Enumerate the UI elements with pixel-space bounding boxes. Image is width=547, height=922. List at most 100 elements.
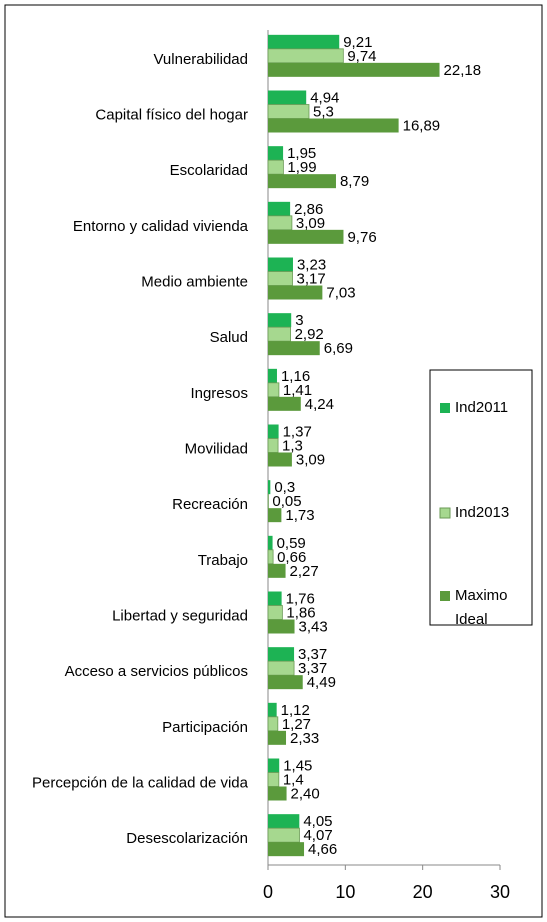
data-label: 1,16 xyxy=(281,368,310,385)
y-tick-label: Ingresos xyxy=(190,385,248,402)
data-label: 3,17 xyxy=(297,270,326,287)
bar xyxy=(267,605,283,620)
y-tick-label: Percepción de la calidad de vida xyxy=(32,774,249,791)
bar xyxy=(268,174,336,189)
data-label: 1,76 xyxy=(286,590,315,607)
data-label: 2,33 xyxy=(290,730,319,747)
data-label: 3 xyxy=(295,312,303,329)
bar xyxy=(268,647,295,662)
y-tick-label: Libertad y seguridad xyxy=(112,607,248,624)
data-label: 1,99 xyxy=(287,159,316,176)
y-tick-label: Salud xyxy=(210,329,248,346)
bar xyxy=(267,215,293,231)
data-label: 16,89 xyxy=(403,117,441,134)
bar xyxy=(267,827,300,843)
legend-label: Ind2013 xyxy=(455,504,509,521)
bar xyxy=(268,675,303,690)
data-label: 4,94 xyxy=(310,89,339,106)
bar xyxy=(268,229,344,244)
bar xyxy=(268,591,282,606)
x-tick-label: 0 xyxy=(263,882,273,902)
data-label: 0,3 xyxy=(274,479,295,496)
bar xyxy=(267,660,295,676)
bar xyxy=(268,508,282,523)
data-label: 9,21 xyxy=(343,34,372,51)
y-tick-label: Escolaridad xyxy=(170,162,248,179)
data-label: 4,07 xyxy=(303,827,332,844)
legend-swatch xyxy=(440,403,450,413)
bar xyxy=(268,146,284,161)
bar xyxy=(267,104,310,119)
data-label: 4,24 xyxy=(305,396,334,413)
y-tick-label: Participación xyxy=(162,719,248,736)
data-label: 1,27 xyxy=(282,716,311,733)
bar xyxy=(268,285,323,300)
y-tick-label: Trabajo xyxy=(198,552,248,569)
data-label: 1,86 xyxy=(286,604,315,621)
legend-label: Ind2011 xyxy=(455,399,508,416)
bar xyxy=(268,257,293,272)
bar xyxy=(268,424,279,439)
legend-label: Maximo Ideal xyxy=(455,587,508,628)
x-tick-label: 20 xyxy=(413,882,433,902)
bar xyxy=(268,758,280,773)
bar xyxy=(268,90,307,105)
data-label: 9,76 xyxy=(347,229,376,246)
data-label: 5,3 xyxy=(313,103,334,120)
data-label: 2,86 xyxy=(294,201,323,218)
data-label: 0,59 xyxy=(277,535,306,552)
bar xyxy=(267,772,280,787)
bar xyxy=(267,382,280,398)
data-label: 4,66 xyxy=(308,841,337,858)
data-label: 9,74 xyxy=(347,48,376,65)
bar xyxy=(268,452,292,467)
bar xyxy=(268,341,320,356)
data-label: 1,37 xyxy=(283,423,312,440)
data-label: 22,18 xyxy=(444,62,482,79)
data-label: 0,05 xyxy=(272,493,301,510)
data-label: 4,49 xyxy=(307,674,336,691)
bar xyxy=(268,842,305,857)
legend-swatch xyxy=(439,507,451,519)
y-tick-label: Recreación xyxy=(172,496,248,513)
bar xyxy=(268,563,286,578)
bar xyxy=(268,313,292,328)
y-tick-label: Entorno y calidad vivienda xyxy=(73,218,249,235)
bar xyxy=(268,118,399,133)
data-label: 1,45 xyxy=(283,757,312,774)
bar xyxy=(268,62,440,77)
bar xyxy=(268,480,271,495)
data-label: 6,69 xyxy=(324,340,353,357)
data-label: 1,12 xyxy=(281,702,310,719)
bar xyxy=(268,814,300,829)
bar xyxy=(268,535,273,550)
data-label: 4,05 xyxy=(303,813,332,830)
data-label: 1,41 xyxy=(283,382,312,399)
y-tick-label: Vulnerabilidad xyxy=(153,51,248,68)
bar xyxy=(267,159,284,175)
data-label: 0,66 xyxy=(277,549,306,566)
bar xyxy=(268,619,295,634)
y-tick-label: Desescolarización xyxy=(126,830,248,847)
data-label: 3,23 xyxy=(297,256,326,273)
data-label: 2,92 xyxy=(295,326,324,343)
bar xyxy=(268,34,340,49)
data-label: 3,43 xyxy=(299,618,328,635)
bar xyxy=(267,438,279,453)
data-label: 2,27 xyxy=(290,563,319,580)
bar xyxy=(267,48,344,64)
bar xyxy=(268,730,287,745)
bar xyxy=(268,201,291,216)
bar xyxy=(268,702,277,717)
x-tick-label: 10 xyxy=(335,882,355,902)
y-tick-label: Capital físico del hogar xyxy=(95,106,248,123)
y-tick-label: Movilidad xyxy=(185,440,248,457)
data-label: 3,09 xyxy=(296,215,325,232)
data-label: 1,95 xyxy=(287,145,316,162)
bar xyxy=(267,716,279,732)
bar xyxy=(267,549,274,565)
legend-swatch xyxy=(440,591,450,601)
data-label: 2,40 xyxy=(291,785,320,802)
x-tick-label: 30 xyxy=(490,882,510,902)
bar xyxy=(268,396,301,411)
